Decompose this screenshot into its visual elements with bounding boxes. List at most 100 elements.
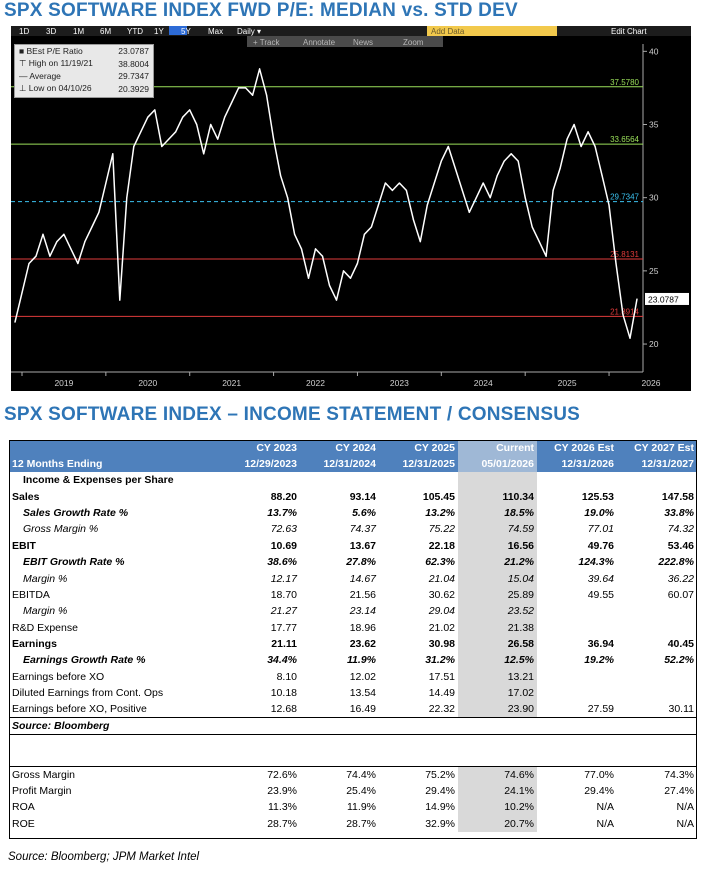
- row-label: Margin %: [23, 572, 68, 585]
- legend-series-value: 23.0787: [118, 46, 149, 57]
- ratio-label: ROE: [12, 817, 35, 830]
- toolbar-tool-button[interactable]: Annotate: [303, 38, 336, 47]
- ratio-value: 74.3%: [617, 765, 697, 783]
- row-label: Gross Margin %: [23, 523, 99, 536]
- toolbar-tool-button[interactable]: + Track: [253, 38, 280, 47]
- pe-ratio-point: [77, 262, 79, 265]
- toolbar-range-button[interactable]: YTD: [127, 27, 143, 36]
- row-value: 8.10: [276, 670, 297, 683]
- toolbar-range-button[interactable]: 1M: [73, 27, 84, 36]
- pe-ratio-point: [161, 145, 163, 148]
- row-value: 88.20: [270, 490, 297, 503]
- pe-ratio-point: [405, 189, 407, 191]
- x-tick-label: 2020: [138, 378, 157, 388]
- toolbar-range-button[interactable]: Max: [208, 27, 223, 36]
- row-value: 34.4%: [267, 654, 297, 667]
- toolbar-range-button[interactable]: 1D: [19, 27, 29, 36]
- row-value: 27.8%: [346, 556, 376, 569]
- row-value: 13.2%: [425, 506, 455, 519]
- empty-cell: [379, 472, 458, 488]
- pe-ratio-point: [468, 211, 470, 213]
- pe-ratio-point: [447, 145, 449, 148]
- toolbar-tool-button[interactable]: News: [353, 38, 373, 47]
- toolbar-range-button[interactable]: 1Y: [154, 27, 164, 36]
- ratio-value: 24.1%: [458, 782, 537, 800]
- pe-line-chart: 1D 3D 1M 6M YTD 1Y 5Y Max Daily ▾ + Track Annotate…: [11, 26, 691, 388]
- ratio-value: 28.7%: [346, 817, 376, 830]
- ratio-value: 77.0%: [537, 765, 617, 783]
- pe-ratio-point: [279, 175, 282, 177]
- pe-ratio-point: [433, 182, 435, 184]
- pe-ratio-point: [314, 248, 317, 250]
- x-tick-label: 2025: [558, 378, 577, 388]
- legend-avg-row: — Average 29.7347: [15, 70, 153, 83]
- toolbar-period-select[interactable]: Daily ▾: [237, 27, 261, 36]
- row-value: 17.51: [428, 670, 455, 683]
- table-row: Earnings Growth Rate % 34.4% 11.9% 31.2% 12.…: [9, 652, 697, 669]
- add-data-input[interactable]: Add Data: [431, 27, 465, 36]
- header-label-cell: [9, 440, 221, 456]
- pe-ratio-point: [636, 298, 638, 300]
- row-value: 21.2%: [458, 553, 537, 571]
- table-source-label: Source: Bloomberg: [9, 717, 697, 735]
- pe-ratio-point: [203, 153, 205, 155]
- pe-ratio-point: [63, 233, 65, 235]
- pe-ratio-point: [426, 204, 428, 206]
- pe-ratio-point: [42, 233, 44, 235]
- pe-ratio-point: [175, 131, 177, 133]
- toolbar-range-button[interactable]: 3D: [46, 27, 56, 36]
- pe-ratio-point: [587, 131, 589, 133]
- pe-ratio-point: [70, 248, 72, 250]
- row-value: 29.04: [428, 605, 455, 618]
- pe-ratio-point: [510, 153, 512, 155]
- toolbar-tools-bg: [247, 36, 443, 47]
- pe-ratio-point: [552, 189, 554, 191]
- row-value: 21.02: [428, 621, 455, 634]
- row-value: 23.14: [349, 605, 376, 618]
- row-value: 49.55: [587, 588, 614, 601]
- row-value: 74.37: [349, 523, 376, 536]
- pe-ratio-point: [629, 337, 631, 339]
- row-label: EBITDA: [12, 588, 50, 601]
- ratio-value: 28.7%: [267, 817, 297, 830]
- pe-ratio-point: [566, 138, 568, 140]
- row-value: 15.04: [458, 570, 537, 587]
- row-value: 93.14: [349, 490, 376, 503]
- pe-ratio-point: [189, 109, 191, 111]
- toolbar-tool-button[interactable]: Zoom: [403, 38, 424, 47]
- ratio-value: 29.4%: [425, 784, 455, 797]
- pe-ratio-point: [210, 123, 212, 126]
- table-row: Gross Margin % 72.63 74.37 75.22 74.59 77.01 7…: [9, 521, 697, 538]
- x-tick-label: 2023: [390, 378, 409, 388]
- pe-ratio-point: [440, 160, 442, 162]
- row-value: 74.59: [458, 521, 537, 538]
- row-label: EBIT: [12, 539, 36, 552]
- row-value: 17.77: [270, 621, 297, 634]
- legend-avg-value: 29.7347: [118, 71, 149, 82]
- pe-ratio-point: [84, 240, 86, 243]
- header-cell: 12/31/2026: [537, 456, 617, 472]
- empty-cell: [537, 472, 617, 488]
- legend-low-row: ⊥ Low on 04/10/26 20.3929: [15, 83, 153, 96]
- x-tick-label: 2022: [306, 378, 325, 388]
- chart-toolbar: [11, 26, 691, 36]
- toolbar-range-button[interactable]: 6M: [100, 27, 111, 36]
- ratio-value: 10.2%: [458, 799, 537, 816]
- row-value: 17.02: [458, 685, 537, 702]
- table-section-row: Income & Expenses per Share: [9, 472, 697, 489]
- row-value: 52.2%: [664, 654, 694, 667]
- edit-chart-button[interactable]: Edit Chart: [611, 27, 647, 36]
- row-value: 21.11: [271, 638, 297, 651]
- table-row: Earnings before XO, Positive 12.68 16.49 22…: [9, 701, 697, 718]
- table-header-row: 12 Months Ending 12/29/2023 12/31/2024 12/3…: [9, 456, 697, 472]
- pe-ratio-point: [496, 175, 498, 177]
- ratio-row: ROE 28.7% 28.7% 32.9% 20.7% N/A N/A: [9, 815, 697, 832]
- row-value: 21.27: [270, 605, 297, 618]
- pe-ratio-point: [419, 240, 421, 243]
- toolbar-range-button[interactable]: 5Y: [181, 27, 191, 36]
- footnote: Source: Bloomberg; JPM Market Intel: [8, 851, 200, 863]
- row-value: 11.9%: [347, 654, 376, 667]
- empty-cell: [617, 472, 697, 488]
- y-tick-label: 20: [649, 339, 659, 349]
- pe-ratio-point: [398, 182, 400, 184]
